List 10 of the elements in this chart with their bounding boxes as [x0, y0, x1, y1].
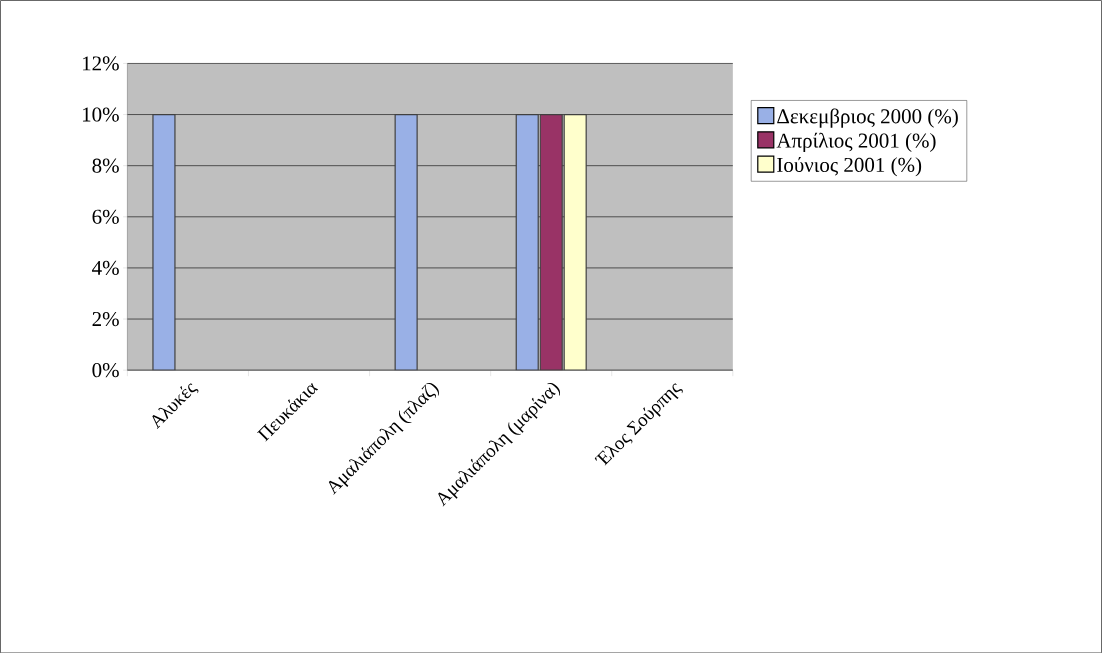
y-tick-label: 12% [82, 56, 119, 71]
y-tick-label: 2% [92, 311, 119, 326]
legend-label: Ιούνιος 2001 (%) [777, 156, 922, 177]
y-tick-label: 8% [92, 158, 119, 173]
y-tick-label: 10% [82, 107, 119, 122]
legend-label: Δεκεμβριος 2000 (%) [777, 108, 958, 128]
y-tick-label: 6% [92, 209, 119, 224]
legend-label: Απρίλιος 2001 (%) [776, 132, 936, 152]
y-tick-label: 0% [92, 362, 119, 378]
y-tick-label: 4% [92, 260, 119, 275]
